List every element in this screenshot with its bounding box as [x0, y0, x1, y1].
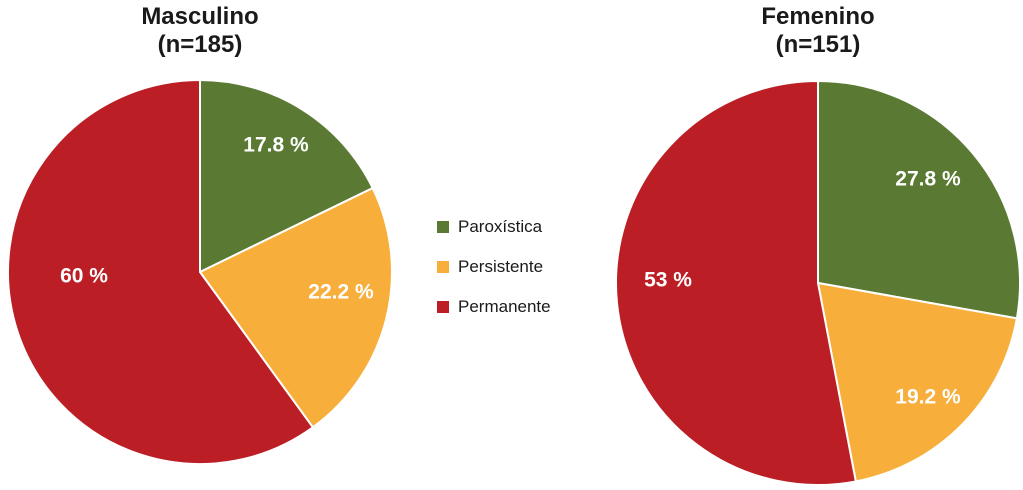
- subtitle-femenino: (n=151): [775, 31, 861, 58]
- legend-item-permanente: Permanente: [437, 287, 551, 327]
- legend-swatch-permanente: [437, 301, 449, 313]
- legend-item-persistente: Persistente: [437, 247, 551, 287]
- data-label-masculino-paroxistica: 17.8 %: [243, 134, 309, 157]
- pie-slice-masculino-persistente: [198, 186, 393, 429]
- chart-title-masculino: Masculino (n=185): [50, 3, 350, 59]
- data-label-femenino-persistente: 19.2 %: [895, 386, 961, 409]
- legend-item-paroxistica: Paroxística: [437, 207, 551, 247]
- legend-label-persistente: Persistente: [458, 257, 544, 276]
- data-label-femenino-paroxistica: 27.8 %: [895, 168, 961, 191]
- legend: Paroxística Persistente Permanente: [437, 207, 551, 327]
- pie-slice-masculino-permanente: [7, 78, 315, 465]
- pie-slice-femenino-paroxistica: [817, 79, 1021, 320]
- legend-label-paroxistica: Paroxística: [458, 217, 543, 236]
- pie-slice-masculino-paroxistica: [199, 78, 375, 274]
- data-label-masculino-persistente: 22.2 %: [308, 281, 374, 304]
- pie-slice-femenino-persistente: [816, 281, 1019, 483]
- legend-label-permanente: Permanente: [458, 297, 551, 316]
- pie-slice-femenino-permanente: [615, 79, 858, 486]
- chart-title-femenino: Femenino (n=151): [668, 3, 968, 59]
- data-label-masculino-permanente: 60 %: [60, 265, 108, 288]
- legend-swatch-persistente: [437, 261, 449, 273]
- subtitle-masculino: (n=185): [157, 31, 243, 58]
- legend-swatch-paroxistica: [437, 221, 449, 233]
- title-masculino: Masculino: [141, 3, 259, 30]
- data-label-femenino-permanente: 53 %: [644, 269, 692, 292]
- title-femenino: Femenino: [761, 3, 875, 30]
